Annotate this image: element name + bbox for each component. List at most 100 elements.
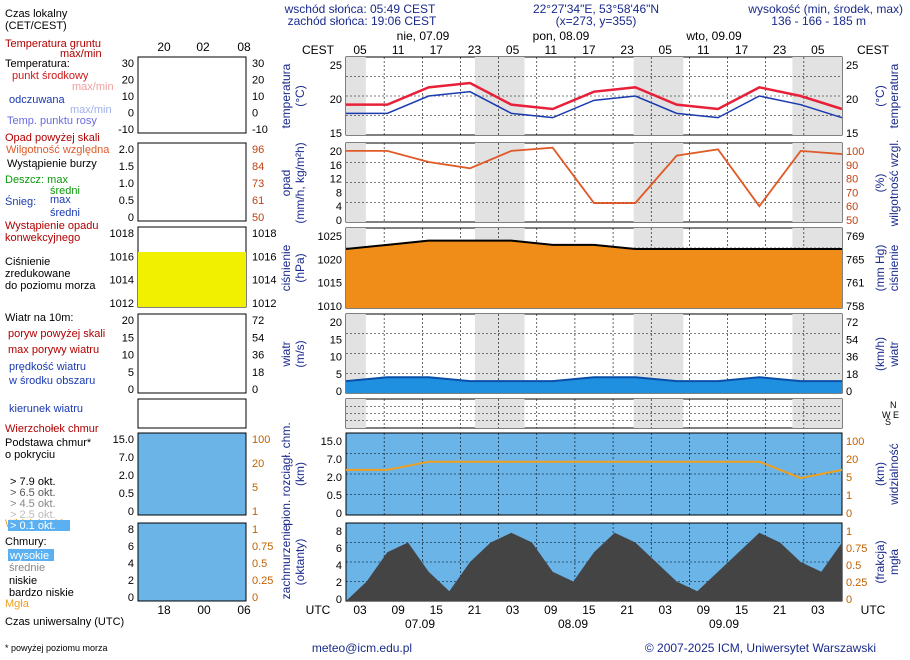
legend-fog-tick: 0.25 — [252, 575, 273, 587]
legend-high-cloud: wysokie — [9, 550, 49, 562]
precip-tick: 16 — [330, 160, 342, 172]
compass-n: N — [890, 400, 897, 410]
legend-pres-tick: 1016 — [110, 251, 134, 263]
legend-text: max porywy wiatru — [8, 344, 99, 356]
legend-text: Chmury: — [5, 536, 47, 548]
legend-temp-tick: 10 — [122, 91, 134, 103]
pressure-mmhg-tick: 765 — [846, 254, 864, 266]
compass-s: S — [885, 417, 891, 427]
temp-left-tick: 20 — [330, 94, 342, 106]
legend-text: niskie — [9, 575, 37, 587]
legend-temp-tick-r: 20 — [252, 75, 264, 87]
compass-e: E — [893, 410, 899, 420]
legend-text: Wierzchołek chmur — [5, 423, 99, 435]
elevation-values: 136 - 166 - 185 m — [771, 14, 866, 28]
coverage-axis-unit: (oktanty) — [293, 539, 307, 586]
legend-text: Śnieg: — [5, 195, 36, 208]
legend-pres-tick: 1018 — [110, 228, 134, 240]
wind-series-line — [345, 376, 842, 383]
night-band — [792, 399, 842, 428]
wind-kmh-tick: 36 — [846, 352, 858, 364]
legend-text: Temperatura gruntu — [5, 38, 101, 50]
visibility-tick: 1 — [846, 490, 852, 502]
pressure-tick: 1010 — [318, 301, 342, 313]
visibility-axis-unit: widzialność — [887, 443, 901, 505]
legend-temp-tick: 20 — [122, 75, 134, 87]
legend-wind-tick-r: 18 — [252, 367, 264, 379]
legend-text: średnie — [9, 562, 45, 574]
cloud-axis: pion. rozciągł. chm. — [279, 422, 293, 525]
panel-cloud — [345, 432, 843, 516]
legend-bottom-hour: 18 — [157, 603, 171, 617]
bottom-hour: 09 — [391, 603, 405, 617]
cloud-axis-unit: (km) — [293, 462, 307, 486]
humidity-tick: 50 — [846, 215, 858, 227]
fog-tick: 0 — [846, 594, 852, 606]
wind-ms-tick: 15 — [330, 334, 342, 346]
temp-left-tick: 15 — [330, 128, 342, 140]
legend-vis-tick: 100 — [252, 434, 270, 446]
precip-tick: 4 — [336, 201, 342, 213]
legend-temp-tick-r: 0 — [252, 108, 258, 120]
footer-email: meteo@icm.edu.pl — [312, 641, 412, 655]
utc-label-right: UTC — [861, 603, 886, 617]
cloud-tick: 7.0 — [327, 454, 342, 466]
legend-box — [137, 142, 247, 222]
legend-okt: > 2.5 okt. — [10, 509, 56, 521]
legend-text: Czas lokalny — [5, 8, 68, 20]
legend-wind-tick: 20 — [122, 315, 134, 327]
humidity-tick: 80 — [846, 174, 858, 186]
top-hour: 17 — [735, 43, 749, 57]
legend-wind-tick: 5 — [128, 367, 134, 379]
wind-kmh-tick: 0 — [846, 386, 852, 398]
legend-temp-tick-r: 30 — [252, 58, 264, 70]
legend-text: Opad powyżej skali — [5, 132, 100, 144]
coverage-tick: 6 — [336, 543, 342, 555]
pressure-axis-unit: (hPa) — [293, 253, 307, 282]
wind-ms-tick: 5 — [336, 369, 342, 381]
legend-cov-tick: 4 — [128, 558, 134, 570]
top-hour: 05 — [506, 43, 520, 57]
wind-ms-tick: 0 — [336, 386, 342, 398]
legend-text: odczuwana — [9, 94, 66, 106]
legend-cov-tick: 0 — [128, 592, 134, 604]
bottom-hour: 09 — [544, 603, 558, 617]
fog-axis: (frakcja) — [873, 540, 887, 583]
top-hour: 11 — [545, 43, 558, 57]
precip-axis-unit: (mm/h, kg/m²h) — [293, 142, 307, 223]
day-bottom: 07.09 — [405, 617, 435, 631]
legend-text: w środku obszaru — [8, 375, 95, 387]
legend-bottom-hour: 00 — [197, 603, 211, 617]
temp-right-tick: 15 — [846, 128, 858, 140]
cloud-tick: 0.5 — [327, 490, 342, 502]
legend-box — [137, 56, 247, 134]
legend-vis-tick: 20 — [252, 458, 264, 470]
humidity-tick: 90 — [846, 160, 858, 172]
temp-right-tick: 20 — [846, 94, 858, 106]
wind-area — [346, 377, 842, 393]
fog-tick: 0.5 — [846, 560, 861, 572]
day-top: pon, 08.09 — [533, 29, 590, 43]
elevation-label: wysokość (min, środek, max) — [747, 2, 903, 16]
wind-kmh-tick: 72 — [846, 317, 858, 329]
legend-temp-tick-r: 10 — [252, 91, 264, 103]
legend-top-hour: 20 — [157, 40, 171, 54]
pressure-tick: 1020 — [318, 254, 342, 266]
legend-wind-tick-r: 36 — [252, 350, 264, 362]
top-hour: 23 — [620, 43, 634, 57]
legend-text: zredukowane — [5, 268, 70, 280]
pressure-tick: 1015 — [318, 278, 342, 290]
legend-pres-tick: 1014 — [110, 275, 134, 287]
legend-pres-tick-r: 1016 — [252, 251, 276, 263]
fog-tick: 1 — [846, 526, 852, 538]
night-band — [792, 143, 842, 222]
temp-series-line — [346, 81, 843, 111]
pressure-mmhg-axis: (mm Hg) — [873, 245, 887, 292]
legend-fog-tick: 0 — [252, 592, 258, 604]
legend-text: Wilgotność względna — [6, 144, 110, 156]
legend-temp-tick: -10 — [118, 124, 134, 136]
precip-tick: 8 — [336, 187, 342, 199]
wind-kmh-tick: 54 — [846, 334, 858, 346]
legend-bottom-hour: 06 — [237, 603, 251, 617]
